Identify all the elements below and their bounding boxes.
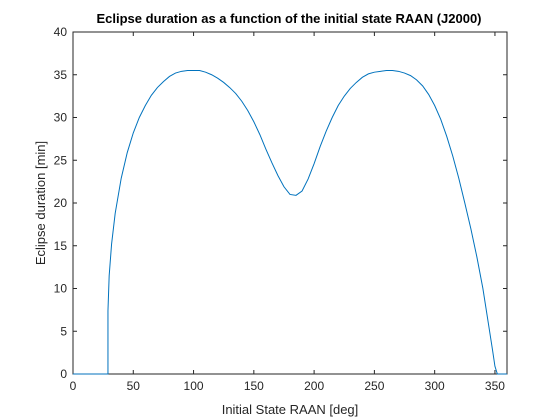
eclipse-duration-line [73, 69, 507, 375]
chart-title: Eclipse duration as a function of the in… [96, 11, 481, 26]
y-tick-label: 40 [54, 25, 68, 39]
y-tick-label: 15 [54, 239, 68, 253]
x-axis-ticks: 0 50 100 150 200 250 300 350 [70, 32, 505, 393]
y-axis-label: Eclipse duration [min] [33, 141, 48, 265]
y-axis-ticks: 0 5 10 15 20 25 30 35 40 [54, 25, 507, 381]
y-tick-label: 30 [54, 111, 68, 125]
x-tick-label: 300 [425, 379, 445, 393]
plot-area [72, 31, 508, 375]
x-tick-label: 0 [70, 379, 77, 393]
x-axis-label: Initial State RAAN [deg] [222, 402, 359, 417]
y-tick-label: 20 [54, 196, 68, 210]
x-tick-label: 200 [304, 379, 324, 393]
x-tick-label: 250 [364, 379, 384, 393]
y-tick-label: 0 [60, 367, 67, 381]
x-tick-label: 150 [244, 379, 264, 393]
y-tick-label: 10 [54, 282, 68, 296]
y-tick-label: 35 [54, 68, 68, 82]
x-tick-label: 50 [127, 379, 141, 393]
y-tick-label: 5 [60, 324, 67, 338]
y-tick-label: 25 [54, 153, 68, 167]
x-tick-label: 100 [184, 379, 204, 393]
x-tick-label: 350 [485, 379, 505, 393]
